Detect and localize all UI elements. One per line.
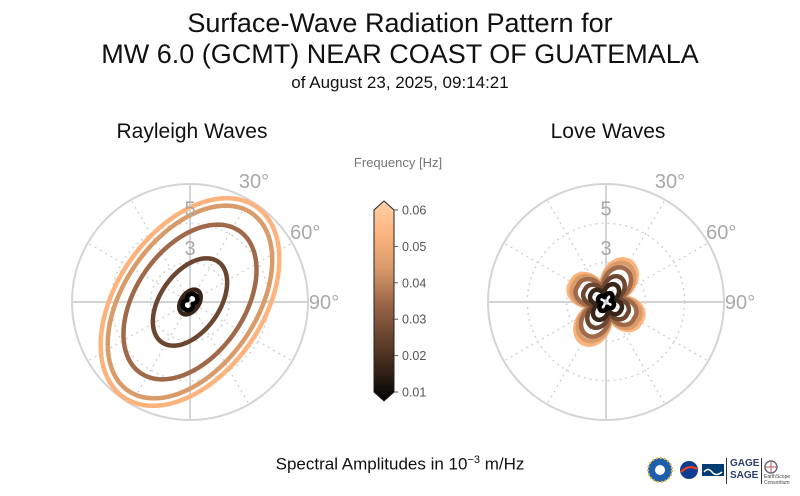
colorbar-tick-label: 0.01	[402, 386, 426, 400]
gage-sage-wordmark: GAGE SAGE	[730, 458, 759, 482]
rayleigh-grid-spoke	[189, 199, 250, 303]
colorbar-tick-label: 0.02	[402, 349, 426, 363]
rayleigh-grid-spoke	[189, 242, 293, 303]
chart-title-line1: Surface-Wave Radiation Pattern for	[187, 8, 613, 38]
colorbar-tick-label: 0.03	[402, 313, 426, 327]
axis-units-caption: Spectral Amplitudes in 10−3 m/Hz	[0, 454, 800, 475]
rayleigh-pattern-0_01	[180, 291, 200, 313]
love-polar-plot: 3 5 30° 60° 90°	[487, 171, 755, 421]
caption-base: 10	[448, 454, 468, 474]
rayleigh-radial-tick-label: 3	[184, 238, 195, 260]
rayleigh-grid-spoke	[189, 301, 250, 405]
colorbar-tick-label: 0.04	[402, 276, 426, 290]
love-radial-tick-label: 5	[600, 199, 611, 221]
rayleigh-angle-tick-label: 60°	[290, 222, 320, 244]
love-pattern-0_01	[595, 290, 617, 314]
rayleigh-grid-spoke	[87, 242, 191, 303]
rayleigh-angle-tick-label: 90°	[309, 292, 339, 314]
love-angle-tick-label: 30°	[655, 171, 685, 193]
caption-exponent: −3	[467, 454, 480, 466]
rayleigh-radial-tick-label: 5	[184, 199, 195, 221]
love-pattern-0_04	[573, 265, 639, 339]
love-pattern-0_02	[587, 281, 625, 323]
rayleigh-pattern-0_03	[150, 256, 230, 348]
love-angle-tick-label: 60°	[706, 222, 736, 244]
nasa-logo-icon	[680, 461, 698, 479]
rayleigh-pattern-0_04	[121, 222, 259, 382]
rayleigh-grid-spoke	[87, 301, 191, 362]
rayleigh-angle-tick-label: 30°	[239, 171, 269, 193]
gage-label: GAGE	[730, 458, 760, 469]
logo-divider-2	[761, 458, 762, 484]
earthscope-wordmark: EarthScope Consortium	[764, 474, 790, 486]
caption-unit: m/Hz	[480, 454, 525, 474]
colorbar-bar	[373, 200, 395, 402]
rayleigh-pattern-0_02	[177, 287, 203, 317]
colorbar-tick-label: 0.05	[402, 240, 426, 254]
rayleigh-grid-spoke	[130, 199, 191, 303]
love-angle-tick-label: 90°	[725, 292, 755, 314]
love-grid-spoke	[605, 301, 709, 362]
rayleigh-panel-title: Rayleigh Waves	[116, 120, 268, 143]
caption-prefix: Spectral Amplitudes in	[275, 454, 449, 474]
earthscope-label: EarthScope	[764, 474, 791, 480]
usgs-logo-icon	[702, 464, 724, 476]
rayleigh-polar-plot: 3 5 30° 60° 90°	[71, 171, 339, 421]
colorbar-label: Frequency [Hz]	[353, 155, 443, 170]
rayleigh-pattern-0_06	[98, 195, 282, 409]
chart-subtitle-date: of August 23, 2025, 09:14:21	[291, 73, 509, 92]
earthscope-globe-icon	[764, 460, 778, 474]
love-panel-title: Love Waves	[550, 120, 666, 143]
consortium-label: Consortium	[764, 480, 790, 486]
frequency-colorbar: 0.01 0.02 0.03 0.04 0.05 0.06	[373, 200, 426, 402]
love-pattern-0_03	[580, 273, 632, 331]
rayleigh-grid-spoke	[189, 301, 293, 362]
sponsor-logos: GAGE SAGE EarthScope Consortium	[646, 456, 792, 486]
sage-label: SAGE	[730, 470, 759, 481]
rayleigh-grid-spoke	[130, 301, 191, 405]
logo-divider	[726, 458, 727, 484]
love-radial-tick-label: 3	[600, 238, 611, 260]
colorbar-tick-label: 0.06	[402, 204, 426, 218]
love-grid-spoke	[503, 242, 607, 303]
chart-title-line2: MW 6.0 (GCMT) NEAR COAST OF GUATEMALA	[101, 39, 699, 69]
nsf-logo-icon	[647, 457, 673, 483]
rayleigh-pattern-0_05	[105, 203, 275, 401]
